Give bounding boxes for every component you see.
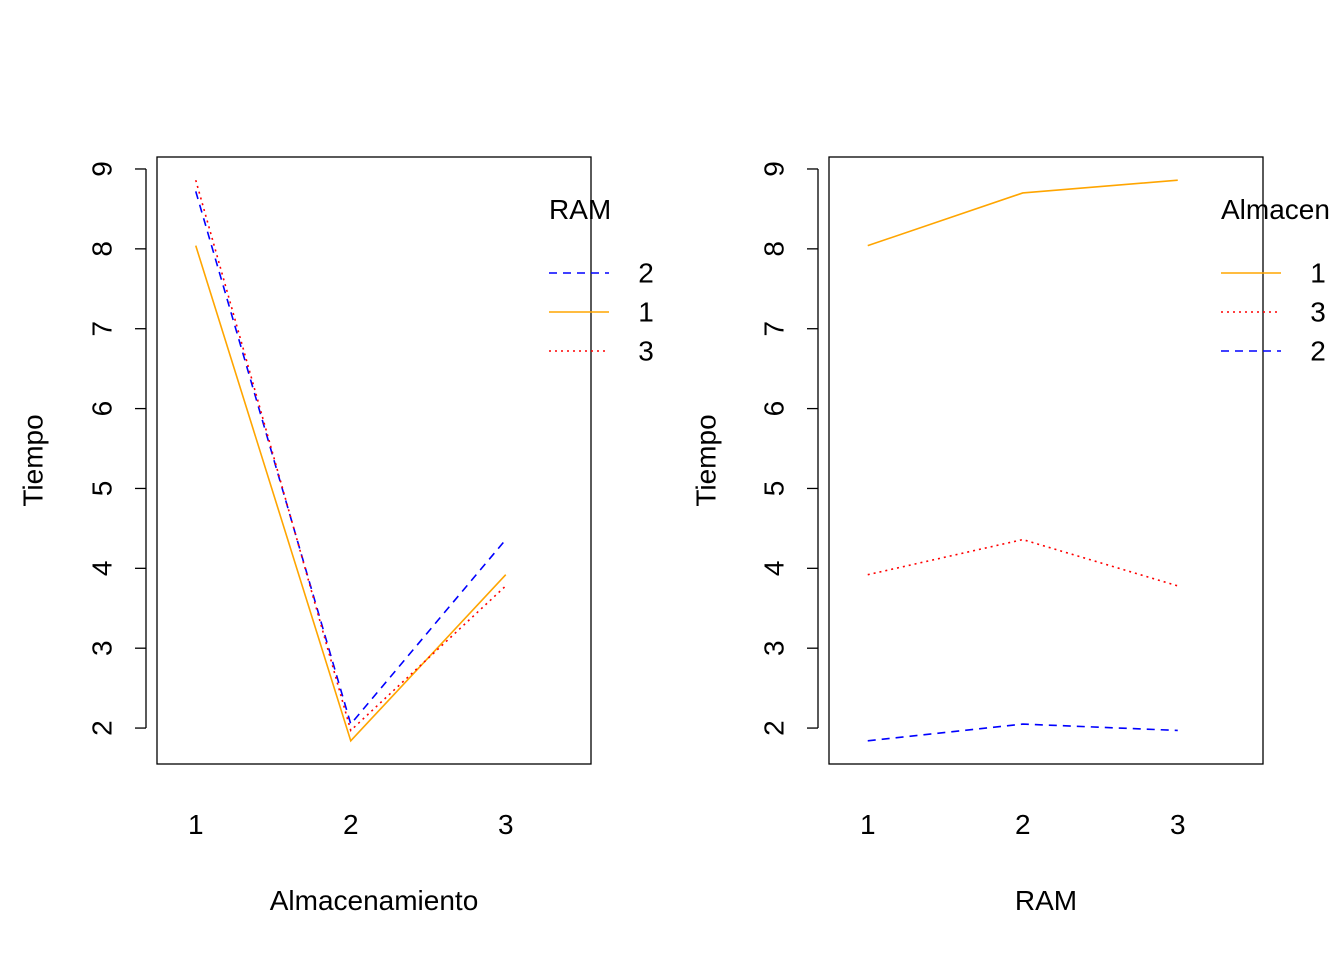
- y-tick-label: 8: [87, 241, 118, 257]
- legend-label-1: 1: [638, 297, 654, 328]
- y-tick-label: 3: [87, 640, 118, 656]
- y-tick-label: 4: [87, 561, 118, 577]
- y-tick-label: 9: [87, 161, 118, 177]
- legend-label-3: 3: [1310, 297, 1326, 328]
- y-tick-label: 4: [759, 561, 790, 577]
- y-tick-label: 7: [87, 321, 118, 337]
- series-line-2: [867, 723, 1178, 742]
- y-tick-label: 6: [759, 401, 790, 417]
- x-tick-label: 2: [1015, 809, 1031, 840]
- x-axis-title: RAM: [1015, 885, 1077, 916]
- plot-frame: [156, 156, 592, 765]
- y-tick-label: 9: [759, 161, 790, 177]
- y-tick-label: 8: [759, 241, 790, 257]
- y-tick-label: 2: [759, 720, 790, 736]
- x-axis-title: Almacenamiento: [270, 885, 479, 916]
- series-line-3: [867, 538, 1178, 587]
- y-tick-label: 6: [87, 401, 118, 417]
- x-tick-label: 1: [860, 809, 876, 840]
- y-tick-label: 5: [759, 481, 790, 497]
- y-tick-label: 5: [87, 481, 118, 497]
- legend-title: RAM: [549, 194, 611, 225]
- legend-title: Almacen: [1221, 194, 1330, 225]
- plot-frame: [828, 156, 1264, 765]
- series-line-1: [194, 245, 507, 743]
- x-tick-label: 3: [498, 809, 514, 840]
- y-tick-label: 3: [759, 640, 790, 656]
- y-tick-label: 7: [759, 321, 790, 337]
- x-tick-label: 1: [188, 809, 204, 840]
- y-axis-title: Tiempo: [18, 414, 49, 506]
- chart-panel-1: 2 3 4 5 6 7 8 9 1 2 3 Almacenamiento Tiempo RAM 2 1 3: [18, 156, 654, 916]
- legend-label-2: 2: [1310, 336, 1326, 367]
- y-tick-label: 2: [87, 720, 118, 736]
- legend-label-3: 3: [638, 336, 654, 367]
- x-tick-label: 3: [1170, 809, 1186, 840]
- series-line-1: [867, 179, 1178, 247]
- legend-label-1: 1: [1310, 258, 1326, 289]
- chart-panel-2: 2 3 4 5 6 7 8 9 1 2 3 RAM Tiempo Almacen 1 3 2: [691, 156, 1330, 916]
- y-axis-title: Tiempo: [691, 414, 722, 506]
- x-tick-label: 2: [343, 809, 359, 840]
- series-line-2: [194, 191, 507, 726]
- legend-label-2: 2: [638, 258, 654, 289]
- series-line-3: [194, 179, 507, 732]
